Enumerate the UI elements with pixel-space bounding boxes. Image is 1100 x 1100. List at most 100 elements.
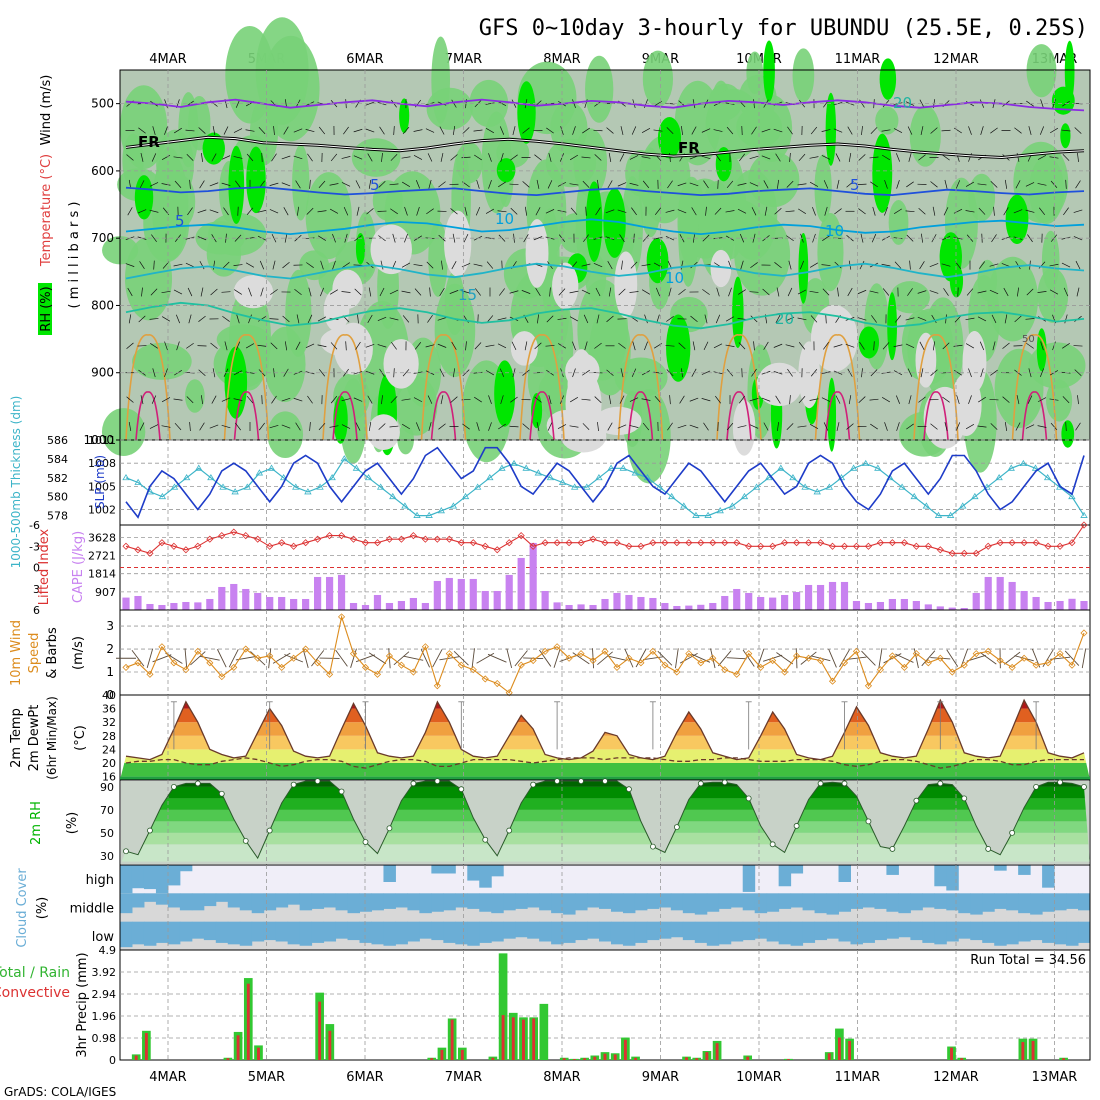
cape-bar <box>757 596 765 610</box>
date-label: 4MAR <box>149 1070 186 1085</box>
wind-marker <box>1020 654 1028 662</box>
temp-tick: 32 <box>102 716 116 729</box>
wind-barb <box>427 395 433 404</box>
wind-barb <box>404 206 408 216</box>
cape-bar <box>553 602 561 610</box>
thickness-marker <box>716 507 724 514</box>
wind-marker <box>421 643 429 651</box>
rh-marker <box>578 778 584 785</box>
wind-barb <box>764 206 768 216</box>
wind-barb <box>272 260 276 270</box>
thickness-tick: 586 <box>47 434 68 447</box>
wind-barb <box>872 206 876 216</box>
wind-barb <box>703 180 709 189</box>
wind-barb <box>1014 127 1022 134</box>
cloud-cell-low <box>814 921 828 941</box>
wind-barb <box>1002 342 1010 349</box>
lifted-index-marker <box>589 535 597 543</box>
wind-barb <box>653 100 663 107</box>
wind-barb <box>319 287 325 297</box>
thickness-marker <box>219 483 227 490</box>
wind-barb <box>677 182 687 187</box>
wind-barb <box>402 369 410 377</box>
wind-barb <box>965 210 975 213</box>
wind-barb <box>739 153 745 162</box>
cloud-cell-low <box>718 921 732 945</box>
wind-barb <box>545 209 555 214</box>
wind-barb <box>553 648 561 668</box>
wind-barb <box>379 126 385 135</box>
wind-barb <box>1025 424 1035 429</box>
rh-dry-area <box>546 410 586 442</box>
cloud-cell-low <box>622 921 636 946</box>
cloud-cell-middle <box>610 893 624 912</box>
wind-barb <box>307 314 313 324</box>
cloud-cell-low <box>191 921 205 939</box>
rh-area <box>792 48 815 103</box>
wind-barb <box>200 287 204 297</box>
wind-barb <box>859 341 865 350</box>
wind-marker <box>649 647 657 655</box>
wind-barb <box>293 128 303 133</box>
thickness-marker <box>752 483 761 490</box>
wind-barb <box>777 422 779 432</box>
wind-barb <box>667 180 673 189</box>
wind-barb <box>828 648 837 668</box>
wind-barb <box>1028 126 1032 135</box>
rh-saturated-area <box>1051 86 1075 115</box>
cloud-cell-low <box>826 921 840 939</box>
wind-barb <box>621 260 623 270</box>
wind-barb <box>437 317 447 321</box>
wind-barb <box>797 289 807 295</box>
cloud-cell-low <box>970 921 983 941</box>
wind-barb <box>377 344 387 348</box>
wind-barb <box>775 395 781 404</box>
wind-barb <box>224 341 228 351</box>
cape-bar <box>1056 600 1064 610</box>
precip-convective-bar <box>440 1049 444 1060</box>
wind-barb <box>629 182 639 186</box>
wind-barb <box>593 263 603 268</box>
rh-area <box>456 142 483 184</box>
lifted-index-marker <box>637 542 645 550</box>
isotherm-purple <box>125 98 1085 112</box>
wind-barb <box>824 206 828 216</box>
wind-barb <box>572 126 576 135</box>
wind-barb <box>189 179 191 189</box>
wind-barb <box>546 127 554 134</box>
cloud-cell-middle <box>155 893 169 905</box>
wind-marker <box>589 656 597 665</box>
cape-tick: 907 <box>95 586 116 599</box>
precip-convective-bar <box>950 1047 953 1060</box>
wind-barb <box>1049 127 1059 134</box>
wind-barb <box>462 127 470 134</box>
wind-barb <box>1081 648 1087 669</box>
wind-barb <box>1062 396 1070 404</box>
wind-barb <box>761 155 771 160</box>
rh-marker <box>602 778 608 785</box>
temp-tick: 16 <box>102 771 116 784</box>
wind-barb <box>798 396 806 404</box>
wind-barb <box>1077 152 1079 162</box>
wind-barb <box>199 180 205 189</box>
wind-barb <box>233 156 243 159</box>
cloud-cell-middle <box>515 893 528 909</box>
wind-barb <box>785 344 795 348</box>
lifted-index-marker <box>565 539 573 547</box>
rh-dry-area <box>962 330 987 393</box>
wind-barb <box>269 318 279 320</box>
wind-marker <box>266 652 274 660</box>
wind-barb <box>509 183 519 186</box>
wind-barb <box>309 422 311 432</box>
cloud-cell-middle <box>1030 893 1043 915</box>
wind-barb <box>1050 422 1058 431</box>
wind-barb <box>353 128 363 133</box>
lifted-index-marker <box>421 535 429 543</box>
wind-barb <box>246 395 254 404</box>
hot-contour <box>923 391 949 441</box>
wind-marker <box>302 645 310 653</box>
wind-barb <box>426 261 434 269</box>
wind-marker <box>1008 663 1016 671</box>
wind-marker <box>852 647 861 655</box>
